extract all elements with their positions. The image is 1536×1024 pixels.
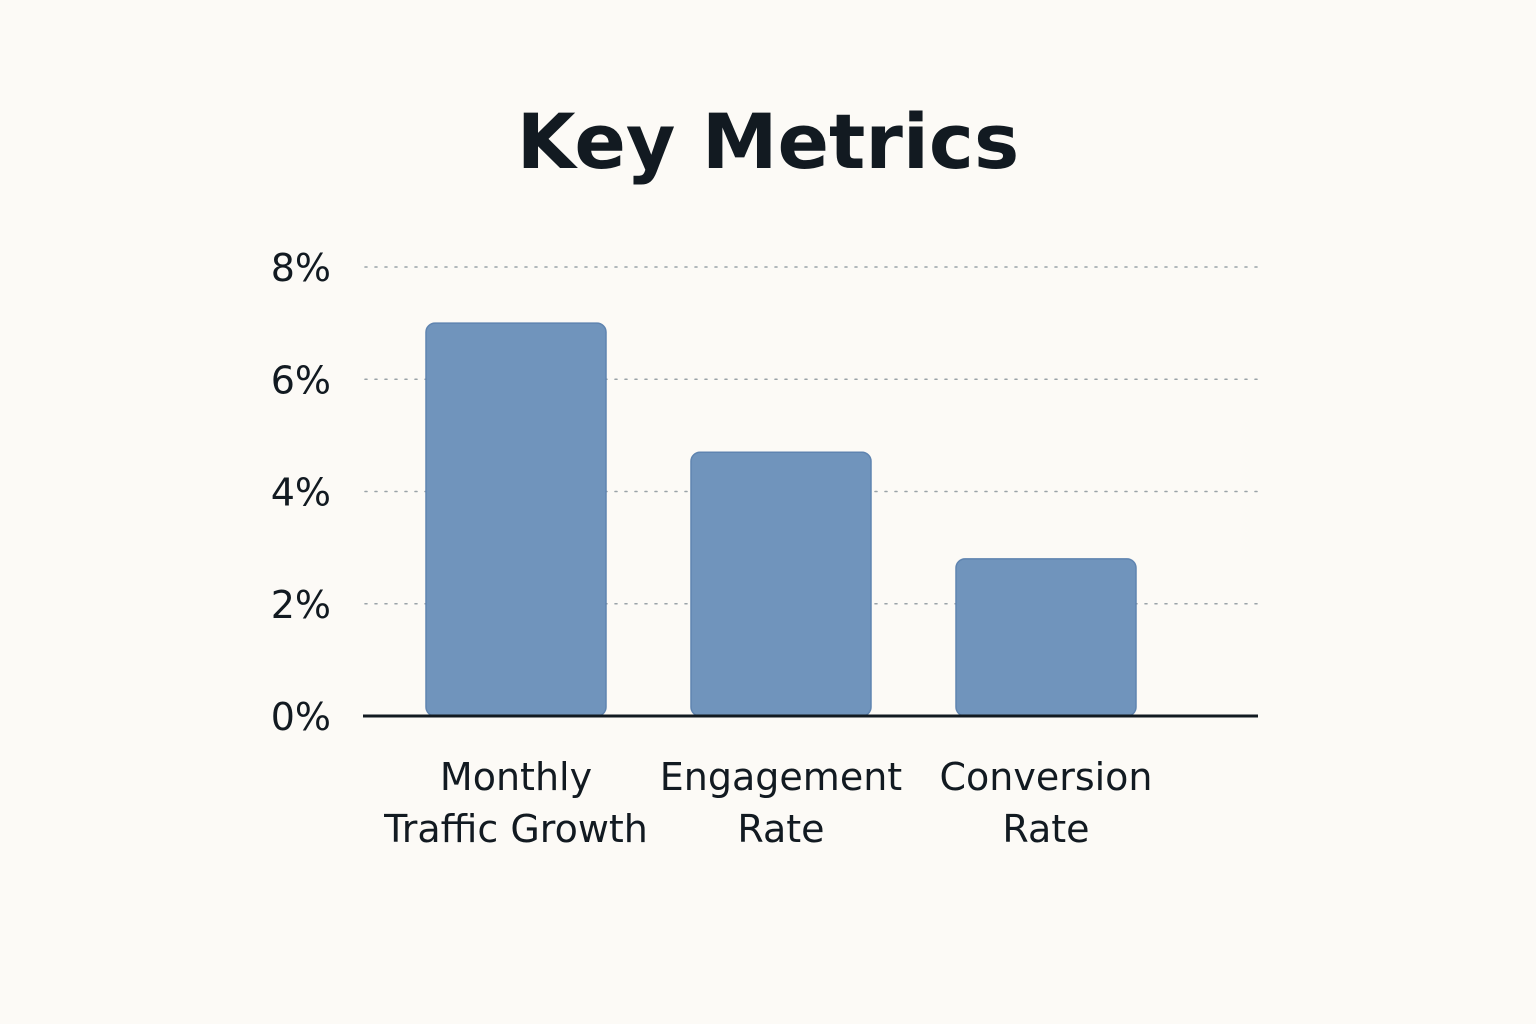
y-tick-label: 2%	[271, 583, 331, 627]
x-tick-label: Conversion Rate	[939, 755, 1152, 851]
bar	[955, 558, 1137, 717]
y-tick-label: 8%	[271, 246, 331, 290]
chart-title: Key Metrics	[516, 97, 1020, 186]
bars	[425, 322, 1137, 717]
y-tick-label: 4%	[271, 471, 331, 515]
x-tick-label: Monthly Traffic Growth	[383, 755, 648, 851]
y-tick-label: 6%	[271, 358, 331, 402]
x-tick-label: Engagement Rate	[660, 755, 902, 851]
y-tick-label: 0%	[271, 695, 331, 739]
y-axis-ticks: 0% 2% 4% 6% 8%	[271, 246, 331, 739]
bar	[690, 451, 872, 717]
bar	[425, 322, 607, 717]
